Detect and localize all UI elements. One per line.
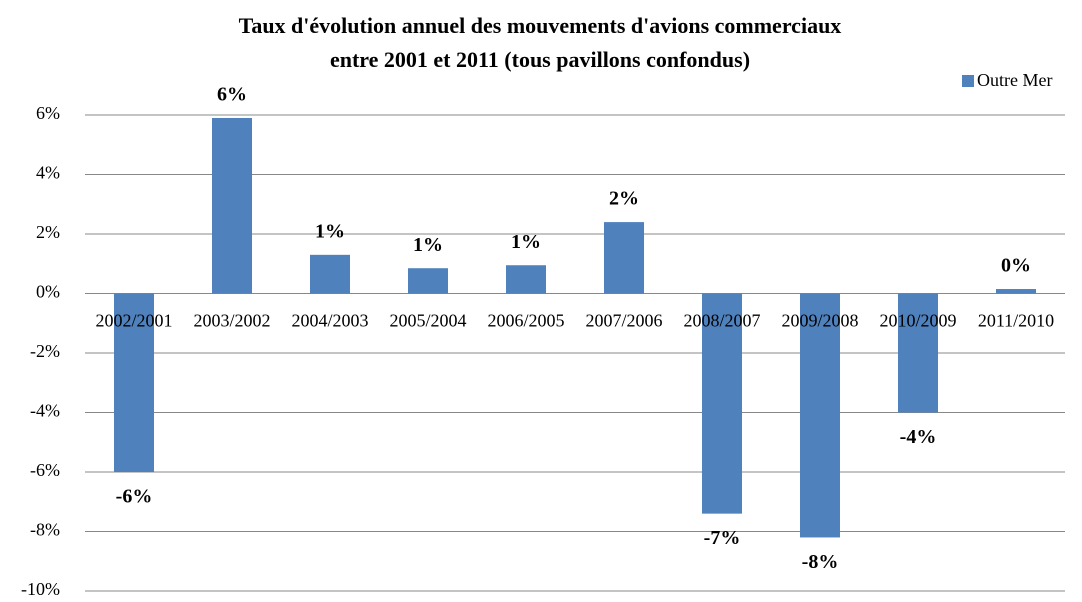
bar xyxy=(996,289,1036,294)
value-label: -4% xyxy=(900,426,937,448)
value-label: -8% xyxy=(802,551,839,573)
value-label: -6% xyxy=(116,486,153,508)
value-label: 1% xyxy=(315,220,345,242)
y-tick-label: -10% xyxy=(21,579,60,599)
y-tick-label: 2% xyxy=(36,222,60,242)
bar xyxy=(702,293,742,514)
y-tick-label: -4% xyxy=(30,401,60,421)
x-tick-label: 2011/2010 xyxy=(978,311,1054,331)
value-label: -7% xyxy=(704,527,741,549)
bar xyxy=(114,293,154,472)
chart-title: Taux d'évolution annuel des mouvements d… xyxy=(239,13,842,38)
value-label: 6% xyxy=(217,84,247,106)
x-tick-label: 2008/2007 xyxy=(683,311,760,331)
value-label: 0% xyxy=(1001,255,1031,277)
y-tick-label: 6% xyxy=(36,103,60,123)
x-tick-label: 2002/2001 xyxy=(95,311,172,331)
bar xyxy=(212,117,252,294)
x-tick-label: 2005/2004 xyxy=(389,311,466,331)
x-tick-label: 2006/2005 xyxy=(487,311,564,331)
chart-subtitle: entre 2001 et 2011 (tous pavillons confo… xyxy=(330,47,750,72)
bar xyxy=(310,254,350,294)
y-tick-label: 0% xyxy=(36,282,60,302)
y-tick-label: -2% xyxy=(30,341,60,361)
x-tick-label: 2010/2009 xyxy=(879,311,956,331)
value-label: 1% xyxy=(511,231,541,253)
x-tick-label: 2009/2008 xyxy=(781,311,858,331)
legend-swatch xyxy=(962,75,974,87)
bar xyxy=(506,265,546,294)
y-tick-label: -8% xyxy=(30,520,60,540)
bar xyxy=(408,268,448,294)
value-label: 1% xyxy=(413,234,443,256)
bar xyxy=(800,293,840,538)
x-tick-label: 2003/2002 xyxy=(193,311,270,331)
bar xyxy=(604,222,644,294)
legend-label: Outre Mer xyxy=(977,70,1052,90)
bar xyxy=(898,293,938,413)
value-label: 2% xyxy=(609,188,639,210)
y-tick-label: 4% xyxy=(36,163,60,183)
y-tick-label: -6% xyxy=(30,460,60,480)
x-tick-label: 2007/2006 xyxy=(585,311,662,331)
x-tick-label: 2004/2003 xyxy=(291,311,368,331)
